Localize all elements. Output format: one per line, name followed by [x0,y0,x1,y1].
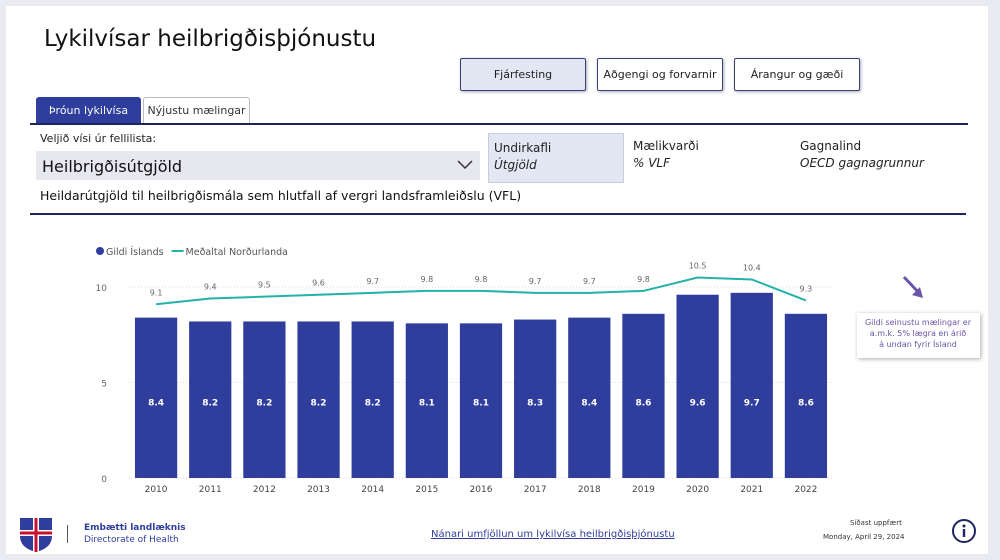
y-tick-label: 0 [101,475,107,485]
bar [459,323,503,478]
data-label: 10.5 [689,262,707,271]
bar [405,323,448,478]
bar [514,319,557,478]
divider [30,123,968,125]
data-label: 9.1 [150,288,163,297]
subsection-value: Útgjöld [494,158,537,172]
data-label: 8.6 [635,398,651,408]
nav-button[interactable]: Aðgengi og forvarnir [597,58,723,91]
bar [676,294,719,478]
subsection-box: Undirkafli Útgjöld [488,133,624,183]
x-tick-label: 2016 [470,485,493,495]
y-tick-label: 10 [96,284,108,294]
legend-label: Meðaltal Norðurlanda [186,247,288,258]
logo [20,518,52,552]
bar [568,317,611,478]
divider [30,213,966,215]
data-label: 9.8 [420,275,433,284]
org-name-en: Directorate of Health [84,535,179,545]
annotation: á undan fyrir Ísland [879,338,957,349]
org-name: Embætti landlæknis [84,523,186,533]
dropdown-value: Heilbrigðisútgjöld [42,157,183,176]
bar [622,313,665,478]
data-label: 10.4 [743,263,761,272]
info-button[interactable] [951,518,977,544]
legend-label: Gildi Íslands [106,246,164,258]
data-label: 9.7 [583,277,596,286]
bar [297,321,340,478]
x-tick-label: 2021 [740,485,763,495]
bar [730,292,773,478]
data-label: 8.6 [798,398,814,408]
measure-label: Mælikvarði [633,139,699,153]
updated-label: Síðast uppfært [850,519,902,527]
bar [189,321,232,478]
data-label: 8.1 [419,398,435,408]
tab[interactable]: Nýjustu mælingar [143,97,250,123]
dropdown[interactable]: Heilbrigðisútgjöld [36,151,480,180]
data-label: 8.2 [202,398,218,408]
data-label: 9.5 [258,281,271,290]
data-label: 9.4 [204,283,217,292]
source-label: Gagnalind [800,139,862,153]
data-label: 8.2 [311,398,327,408]
x-tick-label: 2015 [415,485,438,495]
bar [784,313,828,478]
data-label: 8.4 [148,398,164,408]
x-tick-label: 2017 [524,485,547,495]
data-label: 8.4 [581,398,597,408]
updated-date: Monday, April 29, 2024 [823,533,905,541]
page-title: Lykilvísar heilbrigðisþjónustu [44,26,377,52]
data-label: 8.2 [365,398,381,408]
annotation: a.m.k. 5% lægra en árið [870,329,967,338]
y-tick-label: 5 [101,380,107,390]
data-label: 9.6 [690,398,706,408]
data-label: 9.8 [637,275,650,284]
data-label: 9.6 [312,279,325,288]
subsection-label: Undirkafli [494,141,552,155]
x-tick-label: 2011 [199,485,222,495]
data-label: 9.7 [529,277,542,286]
data-label: 8.2 [256,398,272,408]
x-tick-label: 2022 [794,485,817,495]
bar [351,321,394,478]
source-value: OECD gagnagrunnur [800,156,924,170]
data-label: 9.7 [366,277,379,286]
data-label: 9.3 [800,284,813,293]
measure-value: % VLF [633,156,671,170]
x-tick-label: 2018 [578,485,601,495]
data-label: 9.7 [744,398,760,408]
bar [134,317,178,478]
x-tick-label: 2020 [686,485,709,495]
data-label: 9.8 [475,275,488,284]
dropdown-label: Veljið vísi úr fellilista: [40,132,157,145]
indicator-description: Heildarútgjöld til heilbrigðismála sem h… [40,188,522,203]
link[interactable]: Nánari umfjöllun um lykilvísa heilbrigði… [431,529,675,540]
bar [243,321,286,478]
tab-active[interactable]: Þróun lykilvísa [36,97,141,124]
x-tick-label: 2014 [361,485,384,495]
annotation-arrowhead [912,287,923,298]
line [155,276,807,306]
separator [67,525,68,543]
annotation-box [857,313,980,358]
x-tick-label: 2012 [253,485,276,495]
chevron [457,160,473,170]
data-label: 8.3 [527,398,543,408]
x-tick-label: 2010 [145,485,168,495]
data-label: 8.1 [473,398,489,408]
nav-button[interactable]: Árangur og gæði [734,58,860,91]
x-tick-label: 2019 [632,485,655,495]
x-tick-label: 2013 [307,485,330,495]
annotation: Gildi seinustu mælingar er [865,318,972,327]
legend-marker [96,247,104,255]
nav-button[interactable]: Fjárfesting [460,58,586,91]
